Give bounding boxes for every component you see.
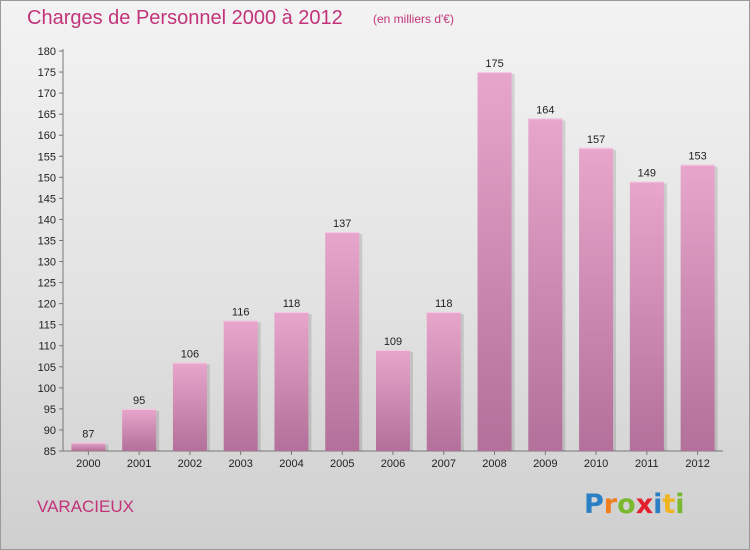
y-tick-label: 105 (38, 362, 56, 374)
y-tick-label: 110 (38, 341, 56, 353)
bar-2010 (579, 148, 613, 451)
x-tick-label: 2009 (533, 458, 557, 470)
y-tick-label: 100 (38, 383, 56, 395)
y-tick-label: 165 (38, 109, 56, 121)
logo-letter: i (653, 489, 662, 520)
x-tick-label: 2010 (584, 458, 608, 470)
value-label: 137 (333, 218, 351, 230)
bar-2000 (71, 443, 105, 451)
y-tick-label: 90 (44, 425, 56, 437)
value-label: 106 (181, 349, 199, 361)
value-label: 118 (283, 298, 301, 310)
value-label: 118 (435, 298, 453, 310)
value-label: 153 (688, 151, 706, 163)
x-tick-label: 2012 (685, 458, 709, 470)
y-tick-label: 120 (38, 299, 56, 311)
x-tick-label: 2008 (482, 458, 506, 470)
y-tick-label: 125 (38, 278, 56, 290)
bar-2007 (427, 312, 461, 451)
y-tick-label: 170 (38, 88, 56, 100)
bar-layer (71, 72, 717, 451)
bar-2011 (630, 182, 664, 451)
bar-2002 (173, 363, 207, 451)
value-label: 87 (82, 429, 94, 441)
y-tick-label: 130 (38, 257, 56, 269)
x-tick-label: 2007 (432, 458, 456, 470)
y-tick-label: 150 (38, 172, 56, 184)
bar-chart: 85 90 95 100 105 110 115 120 125 130 135 140 145 150 1… (1, 1, 749, 549)
logo-letter: o (617, 489, 636, 520)
y-tick-label: 175 (38, 67, 56, 79)
bar-2006 (376, 350, 410, 451)
y-tick-label: 180 (38, 46, 56, 58)
value-label: 116 (232, 306, 250, 318)
logo-letter: x (636, 489, 653, 520)
x-tick-label: 2001 (127, 458, 151, 470)
bar-2012 (681, 165, 715, 451)
bar-2001 (122, 409, 156, 451)
value-label: 95 (133, 395, 145, 407)
value-label: 149 (638, 168, 656, 180)
y-tick-label: 95 (44, 404, 56, 416)
x-tick-label: 2006 (381, 458, 405, 470)
y-tick-label: 135 (38, 235, 56, 247)
value-label: 109 (384, 336, 402, 348)
bar-2004 (274, 312, 308, 451)
place-name: VARACIEUX (37, 497, 134, 517)
logo-letter: r (604, 489, 617, 520)
logo-letter: t (662, 489, 675, 520)
value-label: 157 (587, 134, 605, 146)
y-tick-label: 145 (38, 193, 56, 205)
value-label: 164 (536, 104, 554, 116)
y-tick-label: 160 (38, 130, 56, 142)
bar-2003 (224, 320, 258, 451)
x-tick-label: 2005 (330, 458, 354, 470)
value-label: 175 (485, 58, 503, 70)
x-tick-label: 2011 (635, 458, 659, 470)
proxiti-logo: Proxiti (584, 489, 685, 520)
y-tick-label: 115 (38, 320, 56, 332)
bar-2008 (478, 72, 512, 451)
x-tick-label: 2002 (178, 458, 202, 470)
bar-2005 (325, 232, 359, 451)
y-tick-label: 85 (44, 446, 56, 458)
chart-frame: Charges de Personnel 2000 à 2012 (en mil… (0, 0, 750, 550)
bar-2009 (528, 118, 562, 451)
y-tick-label: 140 (38, 214, 56, 226)
y-tick-label: 155 (38, 151, 56, 163)
logo-letter: i (675, 489, 684, 520)
x-tick-label: 2003 (228, 458, 252, 470)
x-tick-label: 2000 (76, 458, 100, 470)
logo-letter: P (584, 489, 604, 520)
x-tick-label: 2004 (279, 458, 303, 470)
